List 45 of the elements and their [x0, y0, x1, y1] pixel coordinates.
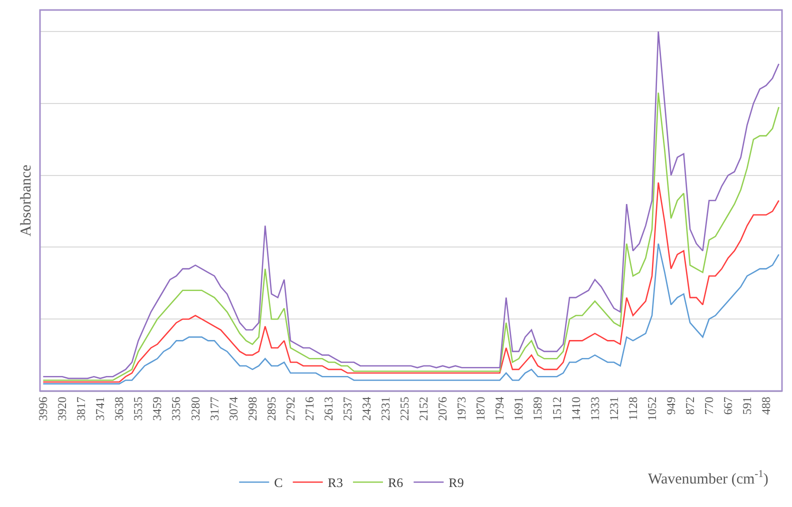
x-tick-label: 3459 — [150, 396, 164, 421]
x-tick-label: 3356 — [169, 396, 184, 421]
x-tick-label: 1973 — [454, 396, 469, 421]
x-tick-label: 591 — [740, 396, 754, 415]
x-tick-label: 2895 — [264, 396, 278, 421]
x-tick-label: 488 — [759, 396, 774, 415]
legend-label: R6 — [388, 475, 404, 490]
x-tick-label: 3996 — [36, 396, 50, 421]
legend-label: C — [274, 475, 283, 490]
x-tick-label: 1410 — [568, 396, 583, 421]
x-tick-label: 1333 — [588, 396, 602, 421]
y-axis-title: Absorbance — [18, 164, 34, 236]
x-tick-label: 3177 — [207, 396, 222, 421]
x-tick-label: 3074 — [226, 396, 240, 421]
x-tick-label: 667 — [720, 396, 735, 415]
legend-label: R9 — [448, 475, 464, 490]
x-tick-label: 2434 — [360, 396, 374, 421]
x-tick-label: 3741 — [93, 396, 108, 421]
x-tick-label: 2076 — [436, 396, 450, 421]
x-tick-label: 3920 — [55, 396, 70, 421]
x-tick-label: 1794 — [492, 396, 507, 421]
x-tick-label: 2716 — [302, 396, 316, 421]
x-tick-label: 3535 — [131, 396, 146, 421]
x-axis-title: Wavenumber (cm$^{-1}$) — [648, 469, 768, 488]
x-tick-label: 2152 — [416, 396, 431, 421]
x-tick-label: 770 — [702, 396, 716, 415]
x-tick-label: 2331 — [378, 396, 393, 421]
x-tick-label: 2792 — [283, 396, 298, 421]
x-tick-label: 2998 — [245, 396, 260, 421]
x-tick-label: 2255 — [398, 396, 412, 421]
x-tick-label: 1052 — [644, 396, 659, 421]
x-tick-label: 1512 — [550, 396, 564, 421]
x-tick-label: 2537 — [340, 396, 354, 421]
x-tick-label: 1691 — [512, 396, 526, 421]
x-tick-label: 1128 — [626, 396, 640, 420]
x-tick-label: 1589 — [530, 396, 545, 421]
x-tick-label: 3817 — [74, 396, 88, 421]
x-tick-label: 3280 — [188, 396, 202, 421]
x-tick-label: 949 — [664, 396, 678, 415]
x-tick-label: 3638 — [112, 396, 126, 421]
x-tick-label: 2613 — [321, 396, 336, 421]
x-tick-label: 1231 — [606, 396, 621, 421]
x-tick-label: 1870 — [474, 396, 488, 421]
legend-label: R3 — [328, 475, 343, 490]
x-tick-label: 872 — [682, 396, 697, 415]
